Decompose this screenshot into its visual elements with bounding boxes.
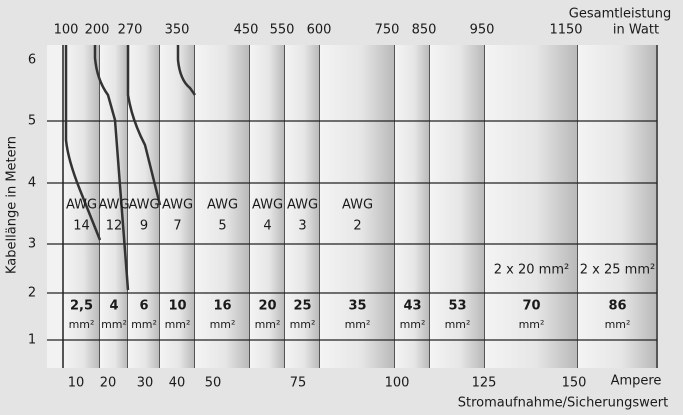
column [195, 45, 250, 368]
bottom-title: Stromaufnahme/Sicherungswert [458, 396, 668, 411]
y-tick-label: 4 [28, 176, 36, 191]
area-label: 53 [448, 299, 466, 314]
awg-label: AWG [66, 198, 97, 213]
area-unit: mm² [400, 318, 426, 331]
area-unit: mm² [445, 318, 471, 331]
awg-gauge: 12 [106, 219, 123, 234]
area-unit: mm² [131, 318, 157, 331]
bottom-tick-label: 150 [562, 376, 587, 391]
top-tick-label: 550 [270, 23, 295, 38]
area-unit: mm² [290, 318, 316, 331]
top-tick-label: 1150 [549, 23, 582, 38]
awg-gauge: 5 [218, 219, 226, 234]
top-tick-label: 200 [85, 23, 110, 38]
awg-gauge: 2 [353, 219, 361, 234]
y-tick-label: 2 [28, 286, 36, 301]
column [160, 45, 195, 368]
area-unit: mm² [345, 318, 371, 331]
awg-label: AWG [342, 198, 373, 213]
area-label: 10 [168, 299, 186, 314]
area-unit: mm² [519, 318, 545, 331]
area-unit: mm² [255, 318, 281, 331]
bottom-tick-label: 40 [169, 376, 186, 391]
y-title: Kabellänge in Metern [5, 136, 20, 274]
top-tick-label: 850 [412, 23, 437, 38]
area-unit: mm² [69, 318, 95, 331]
top-title: in Watt [613, 23, 659, 38]
pair-label: 2 x 20 mm² [494, 263, 569, 278]
curve [93, 45, 130, 291]
top-title: Gesamtleistung [569, 7, 671, 22]
bottom-tick-label: 50 [205, 376, 222, 391]
awg-gauge: 4 [263, 219, 271, 234]
area-label: 86 [608, 299, 626, 314]
curve [64, 45, 102, 241]
bottom-tick-label: 100 [385, 376, 410, 391]
bottom-tick-label: 10 [68, 376, 85, 391]
column [320, 45, 395, 368]
area-label: 70 [522, 299, 540, 314]
area-label: 20 [258, 299, 276, 314]
top-tick-label: 350 [165, 23, 190, 38]
area-unit: mm² [101, 318, 127, 331]
bottom-unit: Ampere [611, 374, 662, 389]
awg-label: AWG [98, 198, 129, 213]
bottom-tick-label: 30 [137, 376, 154, 391]
limit-curves [64, 45, 197, 291]
awg-label: AWG [287, 198, 318, 213]
top-tick-label: 270 [118, 23, 143, 38]
area-label: 25 [293, 299, 311, 314]
bottom-tick-label: 125 [472, 376, 497, 391]
awg-gauge: 3 [298, 219, 306, 234]
awg-gauge: 9 [140, 219, 148, 234]
area-label: 4 [109, 299, 118, 314]
column [285, 45, 320, 368]
area-label: 35 [348, 299, 366, 314]
area-label: 2,5 [70, 299, 93, 314]
plot [47, 45, 658, 368]
column [250, 45, 285, 368]
column [128, 45, 160, 368]
top-tick-label: 950 [470, 23, 495, 38]
awg-gauge: 14 [73, 219, 90, 234]
y-tick-label: 5 [28, 114, 36, 129]
bottom-tick-label: 20 [100, 376, 117, 391]
column [395, 45, 430, 368]
awg-label: AWG [252, 198, 283, 213]
top-tick-label: 750 [375, 23, 400, 38]
y-tick-label: 1 [28, 333, 36, 348]
awg-label: AWG [128, 198, 159, 213]
column [100, 45, 128, 368]
awg-label: AWG [162, 198, 193, 213]
curve [126, 45, 162, 206]
column [63, 45, 100, 368]
curve [176, 45, 197, 96]
column [578, 45, 657, 368]
y-tick-label: 3 [28, 237, 36, 252]
area-unit: mm² [210, 318, 236, 331]
column [485, 45, 578, 368]
top-tick-label: 600 [307, 23, 332, 38]
area-unit: mm² [165, 318, 191, 331]
area-label: 16 [213, 299, 231, 314]
area-unit: mm² [605, 318, 631, 331]
awg-label: AWG [207, 198, 238, 213]
area-label: 6 [139, 299, 148, 314]
pair-label: 2 x 25 mm² [580, 263, 655, 278]
top-tick-label: 100 [54, 23, 79, 38]
bottom-tick-label: 75 [290, 376, 307, 391]
awg-gauge: 7 [173, 219, 181, 234]
area-label: 43 [403, 299, 421, 314]
y-tick-label: 6 [28, 53, 36, 68]
column [430, 45, 485, 368]
top-tick-label: 450 [234, 23, 259, 38]
